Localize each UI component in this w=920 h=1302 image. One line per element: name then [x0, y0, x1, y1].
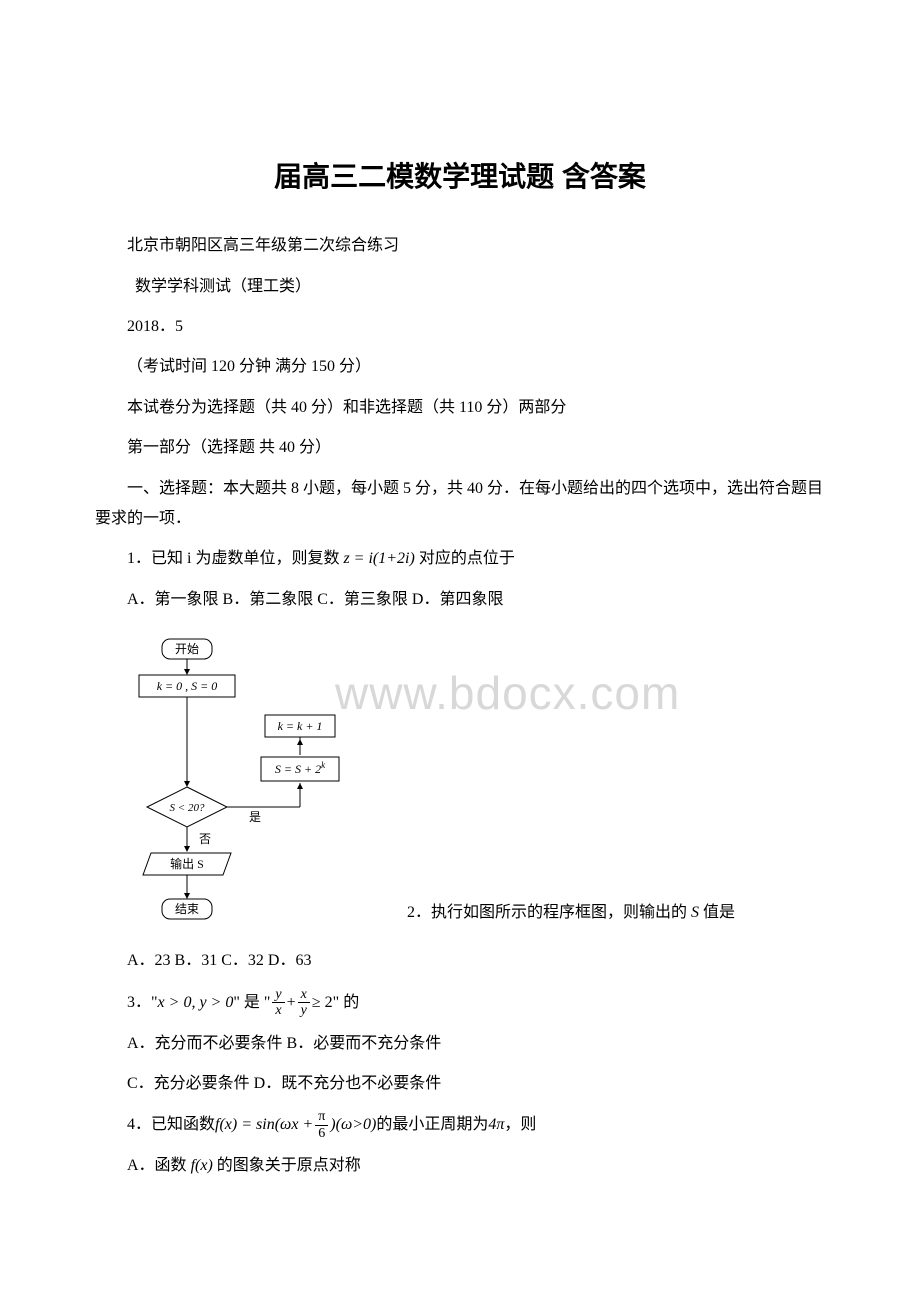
q1-expr: z = i(1+2i) [343, 550, 414, 567]
q3-mid: " 是 " [233, 988, 270, 1018]
q3-frac1-den: x [272, 1003, 284, 1018]
q4-mid: 的最小正周期为 [376, 1110, 488, 1140]
flow-output: 输出 S [170, 856, 204, 871]
q3-num: 3．" [127, 988, 158, 1018]
svg-text:S = S + 2k: S = S + 2k [275, 760, 326, 776]
q4-frac: π 6 [315, 1109, 328, 1141]
q1-options: A．第一象限 B．第二象限 C．第三象限 D．第四象限 [95, 585, 825, 615]
q3-frac1-num: y [272, 987, 284, 1003]
flow-no: 否 [199, 832, 211, 846]
q2-stem: 2．执行如图所示的程序框图，则输出的 S 值是 [387, 898, 735, 946]
q3-plus: + [287, 988, 296, 1018]
q1-stem: 1．已知 i 为虚数单位，则复数 z = i(1+2i) 对应的点位于 [95, 544, 825, 574]
q2-stem-a: 2．执行如图所示的程序框图，则输出的 [407, 904, 691, 921]
header-duration: （考试时间 120 分钟 满分 150 分） [95, 352, 825, 382]
q4-optA-a: A．函数 [127, 1157, 191, 1174]
q2-var: S [691, 904, 699, 921]
q3-frac2-den: y [298, 1003, 310, 1018]
q3-frac1: y x [272, 987, 284, 1019]
q4-stem: 4．已知函数 f(x) = sin(ωx + π 6 )(ω>0) 的最小正周期… [95, 1109, 825, 1141]
header-parts: 本试卷分为选择题（共 40 分）和非选择题（共 110 分）两部分 [95, 393, 825, 423]
flow-init: k = 0 , S = 0 [157, 679, 218, 693]
q4-suffix2: ，则 [504, 1110, 536, 1140]
q4-prefix: 4．已知函数 [127, 1110, 215, 1140]
flow-end: 结束 [175, 902, 199, 916]
header-instruction: 一、选择题：本大题共 8 小题，每小题 5 分，共 40 分．在每小题给出的四个… [95, 474, 825, 535]
q1-stem-a: 1．已知 i 为虚数单位，则复数 [127, 550, 343, 567]
header-section1: 第一部分（选择题 共 40 分） [95, 433, 825, 463]
q2-stem-b: 值是 [699, 904, 735, 921]
q4-suffix1: )(ω>0) [330, 1110, 376, 1140]
q4-optA-fx: f(x) [191, 1157, 213, 1174]
q3-cond1: x > 0, y > 0 [158, 988, 234, 1018]
q4-optA-b: 的图象关于原点对称 [213, 1157, 361, 1174]
q3-options-ab: A．充分而不必要条件 B．必要而不充分条件 [95, 1029, 825, 1059]
header-line1: 北京市朝阳区高三年级第二次综合练习 [95, 231, 825, 261]
flow-yes: 是 [249, 810, 261, 824]
q3-ge: ≥ 2 [312, 988, 333, 1018]
q3-frac2-num: x [298, 987, 310, 1003]
flow-cond: S < 20? [170, 802, 205, 814]
q4-period: 4π [488, 1110, 504, 1140]
q3-frac2: x y [298, 987, 310, 1019]
q2-options: A．23 B．31 C．32 D．63 [95, 946, 825, 976]
q4-six: 6 [315, 1126, 328, 1141]
q3-end: " 的 [333, 988, 360, 1018]
flow-inc-k: k = k + 1 [278, 719, 323, 733]
q3-stem: 3．" x > 0, y > 0 " 是 " y x + x y ≥ 2 " 的 [95, 987, 825, 1019]
header-line2: 数学学科测试（理工类） [95, 272, 825, 302]
page-title: 届高三二模数学理试题 含答案 [95, 150, 825, 203]
q4-fx: f(x) = sin(ωx + [215, 1110, 313, 1140]
q4-option-a: A．函数 f(x) 的图象关于原点对称 [95, 1151, 825, 1181]
header-date: 2018．5 [95, 312, 825, 342]
q1-stem-b: 对应的点位于 [415, 550, 515, 567]
flow-inc-s: S = S + 2 [275, 762, 321, 776]
q3-options-cd: C．充分必要条件 D．既不充分也不必要条件 [95, 1069, 825, 1099]
flowchart-diagram: 开始 k = 0 , S = 0 k = k + 1 S = S + 2k [127, 635, 387, 946]
q4-pi: π [315, 1109, 328, 1125]
flow-start: 开始 [175, 642, 199, 656]
